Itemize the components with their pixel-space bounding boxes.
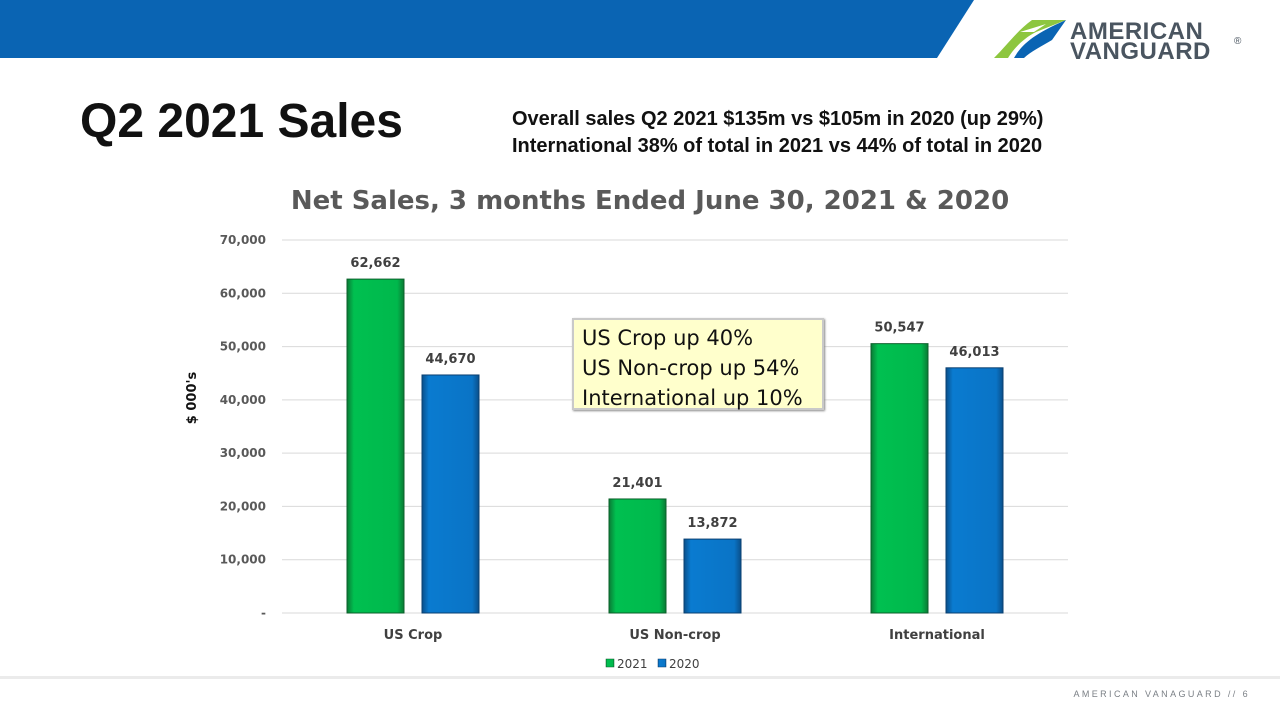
growth-callout: US Crop up 40% US Non-crop up 54% Intern… [572,318,824,410]
logo-wordmark-line1: AMERICAN [1070,18,1204,45]
bar-2021-0 [346,278,405,614]
y-tick-label: 50,000 [220,340,266,354]
bar-2020-0 [421,374,480,614]
bar-2020-1 [683,538,742,614]
header-bar [0,0,974,58]
logo-wordmark-line2: VANGUARD [1070,38,1211,65]
bar-2021-1 [608,498,667,614]
callout-line-1: US Crop up 40% [582,326,754,350]
bar-2020-2 [945,367,1004,614]
footer-divider [0,676,1280,679]
x-category-label: US Non-crop [629,628,720,643]
y-tick-label: 30,000 [220,446,266,460]
y-tick-label: 10,000 [220,553,266,567]
y-tick-label: 60,000 [220,286,266,300]
bar-2021-2 [870,343,929,614]
callout-line-2: US Non-crop up 54% [582,356,800,380]
legend-label: 2021 [617,657,648,671]
footer-text: AMERICAN VANAGUARD // 6 [1073,689,1250,699]
av-swoosh-logo-icon [994,20,1066,58]
callout-line-3: International up 10% [582,386,803,410]
summary-line-2: International 38% of total in 2021 vs 44… [512,135,1043,157]
y-tick-label: 20,000 [220,499,266,513]
y-tick-label: 70,000 [220,233,266,247]
legend-swatch-2021 [605,658,615,668]
chart-title: Net Sales, 3 months Ended June 30, 2021 … [290,186,1010,216]
legend-label: 2020 [669,657,700,671]
y-axis-label: $ 000's [185,372,200,425]
y-tick-label: 40,000 [220,393,266,407]
slide-title: Q2 2021 Sales [80,95,403,148]
data-label: 21,401 [612,476,662,491]
data-label: 46,013 [949,345,999,360]
data-label: 13,872 [687,516,737,531]
x-category-label: US Crop [384,628,443,643]
american-vanguard-logo: AMERICAN VANGUARD ® [994,18,1244,65]
x-category-label: International [889,628,985,643]
data-label: 62,662 [350,256,400,271]
summary-line-1: Overall sales Q2 2021 $135m vs $105m in … [512,108,1044,130]
data-label: 44,670 [425,352,475,367]
data-label: 50,547 [874,321,924,336]
legend-swatch-2020 [657,658,667,668]
y-tick-label: - [261,606,266,620]
sales-summary: Overall sales Q2 2021 $135m vs $105m in … [512,106,1043,160]
registered-mark: ® [1234,36,1242,47]
